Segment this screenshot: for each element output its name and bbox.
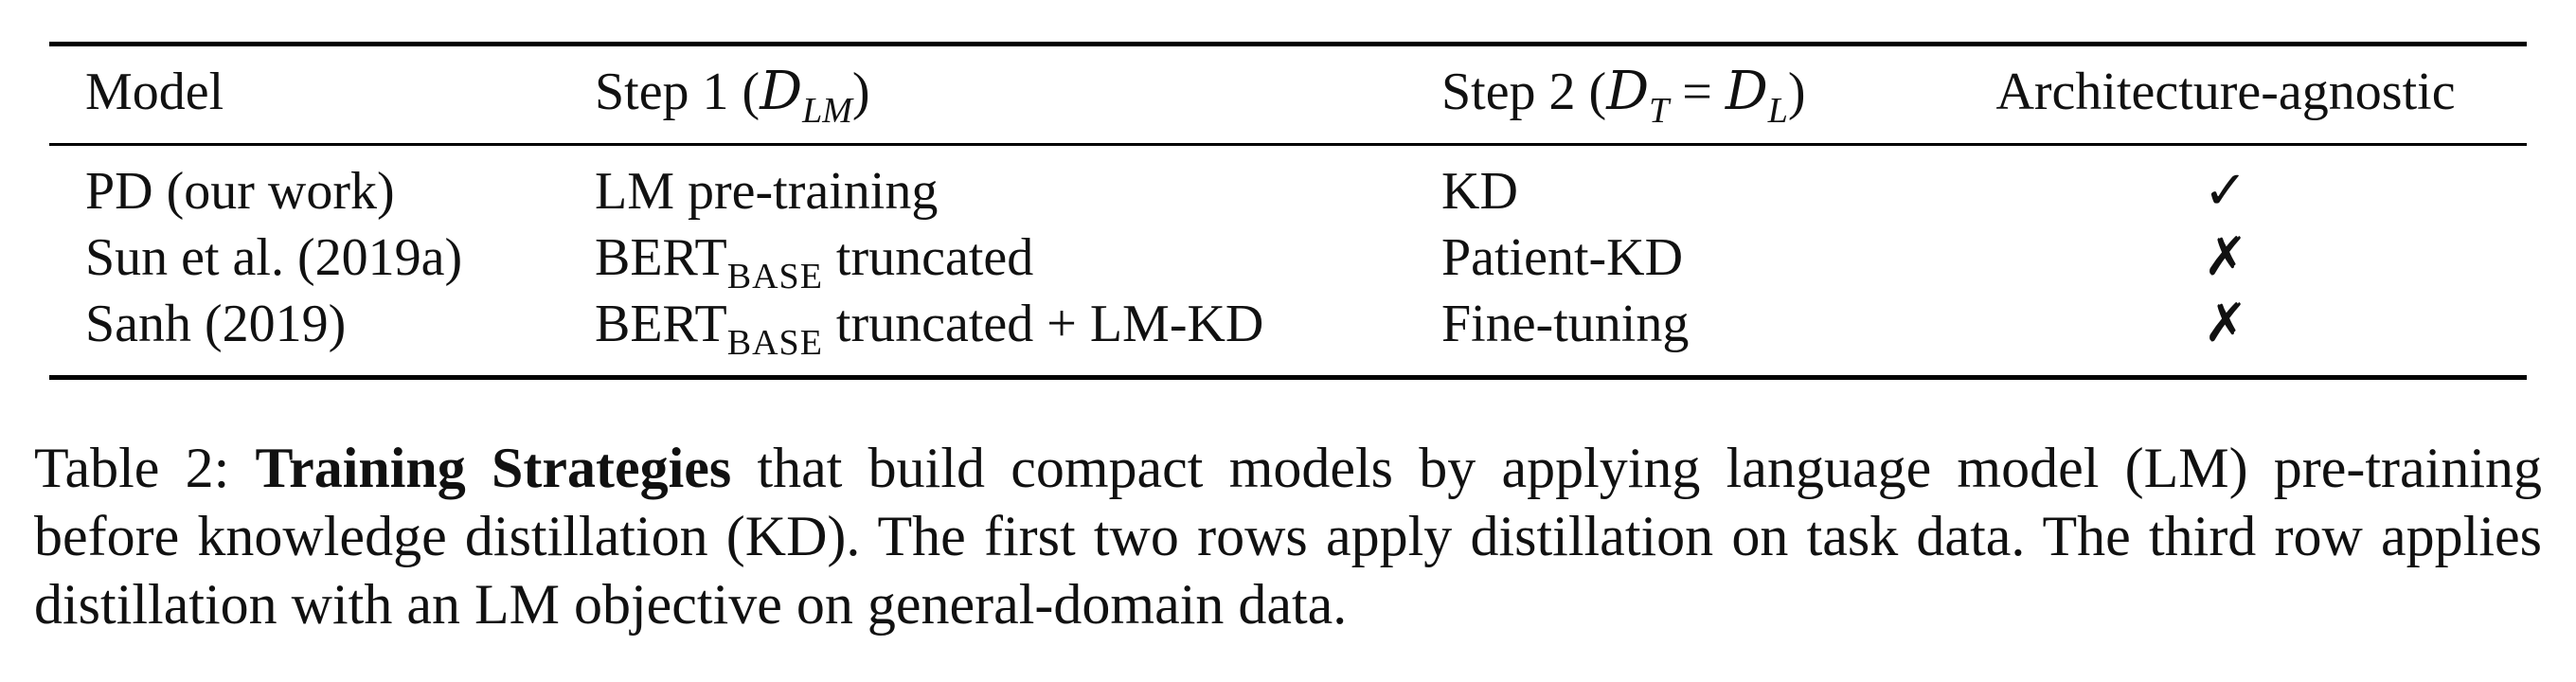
row-3-step1-suffix: truncated + LM-KD [822,295,1264,353]
header-step1-math: D [760,61,803,122]
header-model: Model [85,63,224,121]
row-3-cross-icon: ✗ [2203,293,2248,354]
header-step2-math-1: D [1606,61,1650,122]
table-caption: Table 2: Training Strategies that build … [34,434,2542,638]
row-2-step1: BERTBASE truncated [595,224,1033,310]
row-2-step1-sub: BASE [726,257,823,296]
caption-text: that build compact models by applying la… [34,437,2543,636]
header-step2-math-sub-2: L [1767,91,1788,131]
row-2-step1-prefix: BERT [595,228,727,287]
row-2-step2: Patient-KD [1441,228,1684,287]
row-1-model: PD (our work) [85,162,395,221]
header-step2-close: ) [1787,63,1806,121]
row-1-check-icon: ✓ [2203,160,2248,222]
table-bottom-rule [49,375,2527,380]
header-step2-math-sub-1: T [1649,91,1670,131]
header-step1-math-sub: LM [802,91,852,131]
row-2-model: Sun et al. (2019a) [85,228,463,287]
header-step1-close: ) [851,63,870,121]
header-step1-text: Step 1 ( [595,63,760,121]
row-3-step1-sub: BASE [726,323,823,363]
row-3-step1: BERTBASE truncated + LM-KD [595,291,1263,376]
header-step2-math-2: D [1725,61,1768,122]
caption-label: Table 2: [34,437,256,499]
row-3-step2: Fine-tuning [1441,295,1690,353]
row-1-step1-prefix: LM pre-training [595,162,939,221]
row-1-step1: LM pre-training [595,158,938,224]
row-2-cross-icon: ✗ [2203,226,2248,288]
header-step2-eq: = [1669,63,1726,121]
row-2-step1-suffix: truncated [822,228,1034,287]
row-1-step2: KD [1441,162,1518,221]
caption-bold-title: Training Strategies [255,437,732,499]
table-mid-rule [49,143,2527,146]
header-step2: Step 2 (DT = DL) [1441,59,1806,144]
header-step1: Step 1 (DLM) [595,59,870,144]
header-architecture-agnostic: Architecture-agnostic [1995,63,2456,121]
row-3-step1-prefix: BERT [595,295,727,353]
table-top-rule [49,42,2527,46]
header-step2-text: Step 2 ( [1441,63,1607,121]
row-3-model: Sanh (2019) [85,295,347,353]
